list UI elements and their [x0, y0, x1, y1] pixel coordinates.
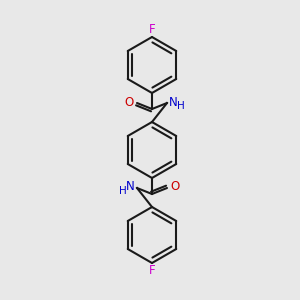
Text: O: O [170, 181, 179, 194]
Text: F: F [149, 264, 155, 277]
Text: N: N [126, 181, 135, 194]
Text: N: N [169, 95, 178, 109]
Text: O: O [125, 95, 134, 109]
Text: H: H [177, 101, 185, 111]
Text: H: H [119, 186, 127, 196]
Text: F: F [149, 23, 155, 36]
